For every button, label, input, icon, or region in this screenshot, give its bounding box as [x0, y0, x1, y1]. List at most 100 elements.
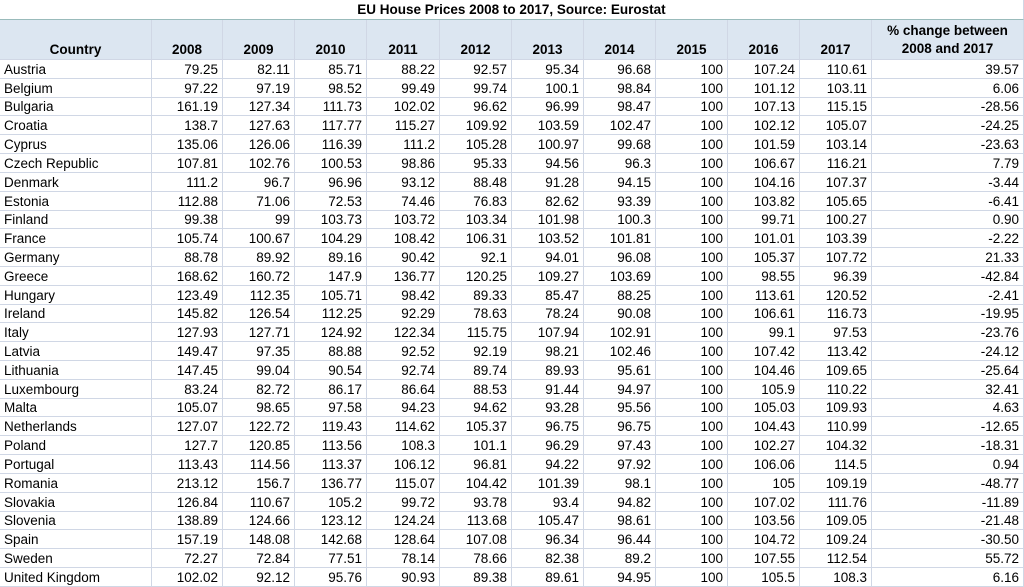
cell: 91.44 — [512, 379, 584, 399]
column-header: 2016 — [728, 20, 800, 60]
cell: 145.82 — [152, 304, 223, 324]
column-header: 2017 — [800, 20, 872, 60]
cell: 108.3 — [800, 567, 872, 587]
cell: 109.27 — [512, 266, 584, 286]
cell: 107.37 — [800, 172, 872, 192]
cell: 101.98 — [512, 210, 584, 230]
row-label: Latvia — [0, 342, 152, 361]
cell: 88.25 — [584, 285, 656, 305]
cell: 89.2 — [584, 549, 656, 568]
cell: 114.5 — [800, 455, 872, 474]
cell: 78.14 — [367, 549, 440, 568]
cell: 106.67 — [728, 154, 800, 173]
cell: 110.99 — [800, 417, 872, 437]
cell: 103.72 — [367, 210, 440, 230]
cell: 0.94 — [872, 455, 1024, 474]
cell: 90.42 — [367, 248, 440, 267]
cell: 92.29 — [367, 304, 440, 324]
cell: 100 — [656, 398, 728, 418]
cell: 115.75 — [440, 323, 512, 343]
cell: 94.95 — [584, 567, 656, 587]
row-label: Bulgaria — [0, 97, 152, 117]
cell: 100.3 — [584, 210, 656, 230]
cell: 101.01 — [728, 229, 800, 249]
cell: 97.35 — [223, 342, 295, 361]
cell: 100.67 — [223, 229, 295, 249]
cell: 98.86 — [367, 154, 440, 173]
cell: 127.63 — [223, 116, 295, 136]
cell: 78.24 — [512, 304, 584, 324]
cell: 107.72 — [800, 248, 872, 267]
cell: 100 — [656, 530, 728, 550]
cell: 97.92 — [584, 455, 656, 474]
cell: 102.46 — [584, 342, 656, 361]
cell: 105.37 — [728, 248, 800, 267]
cell: 113.56 — [295, 436, 367, 456]
cell: 94.62 — [440, 398, 512, 418]
cell: 74.46 — [367, 191, 440, 211]
cell: 112.54 — [800, 549, 872, 568]
cell: 89.33 — [440, 285, 512, 305]
cell: 126.06 — [223, 135, 295, 155]
cell: 116.39 — [295, 135, 367, 155]
cell: 93.78 — [440, 492, 512, 512]
cell: 113.61 — [728, 285, 800, 305]
cell: -23.63 — [872, 135, 1024, 155]
cell: 107.42 — [728, 342, 800, 361]
cell: 96.29 — [512, 436, 584, 456]
cell: 101.39 — [512, 473, 584, 493]
cell: 89.92 — [223, 248, 295, 267]
cell: 114.62 — [367, 417, 440, 437]
cell: 102.47 — [584, 116, 656, 136]
cell: 111.2 — [152, 172, 223, 192]
cell: 98.65 — [223, 398, 295, 418]
cell: 105.9 — [728, 379, 800, 399]
cell: 90.54 — [295, 361, 367, 380]
cell: 108.3 — [367, 436, 440, 456]
cell: 101.81 — [584, 229, 656, 249]
cell: 105.71 — [295, 285, 367, 305]
cell: 96.3 — [584, 154, 656, 173]
cell: 88.48 — [440, 172, 512, 192]
cell: 95.61 — [584, 361, 656, 380]
cell: 117.77 — [295, 116, 367, 136]
cell: 104.43 — [728, 417, 800, 437]
cell: 97.22 — [152, 78, 223, 98]
cell: 83.24 — [152, 379, 223, 399]
cell: 109.92 — [440, 116, 512, 136]
cell: 126.54 — [223, 304, 295, 324]
cell: 98.84 — [584, 78, 656, 98]
cell: 103.73 — [295, 210, 367, 230]
row-label: Poland — [0, 436, 152, 456]
cell: 94.82 — [584, 492, 656, 512]
cell: 101.59 — [728, 135, 800, 155]
cell: 105.37 — [440, 417, 512, 437]
cell: 147.45 — [152, 361, 223, 380]
cell: 100 — [656, 154, 728, 173]
cell: 94.22 — [512, 455, 584, 474]
cell: 105.07 — [800, 116, 872, 136]
cell: 100 — [656, 323, 728, 343]
cell: 72.27 — [152, 549, 223, 568]
row-label: Austria — [0, 60, 152, 79]
cell: 100 — [656, 191, 728, 211]
cell: -18.31 — [872, 436, 1024, 456]
cell: 104.32 — [800, 436, 872, 456]
cell: 78.66 — [440, 549, 512, 568]
cell: 113.42 — [800, 342, 872, 361]
cell: 96.08 — [584, 248, 656, 267]
cell: 99 — [223, 210, 295, 230]
cell: 103.82 — [728, 191, 800, 211]
cell: 100 — [656, 342, 728, 361]
cell: 96.99 — [512, 97, 584, 117]
cell: 101.12 — [728, 78, 800, 98]
cell: 32.41 — [872, 379, 1024, 399]
cell: 102.27 — [728, 436, 800, 456]
cell: 109.65 — [800, 361, 872, 380]
cell: 104.46 — [728, 361, 800, 380]
row-label: Portugal — [0, 455, 152, 474]
cell: -2.22 — [872, 229, 1024, 249]
cell: -23.76 — [872, 323, 1024, 343]
cell: 107.02 — [728, 492, 800, 512]
cell: 103.34 — [440, 210, 512, 230]
